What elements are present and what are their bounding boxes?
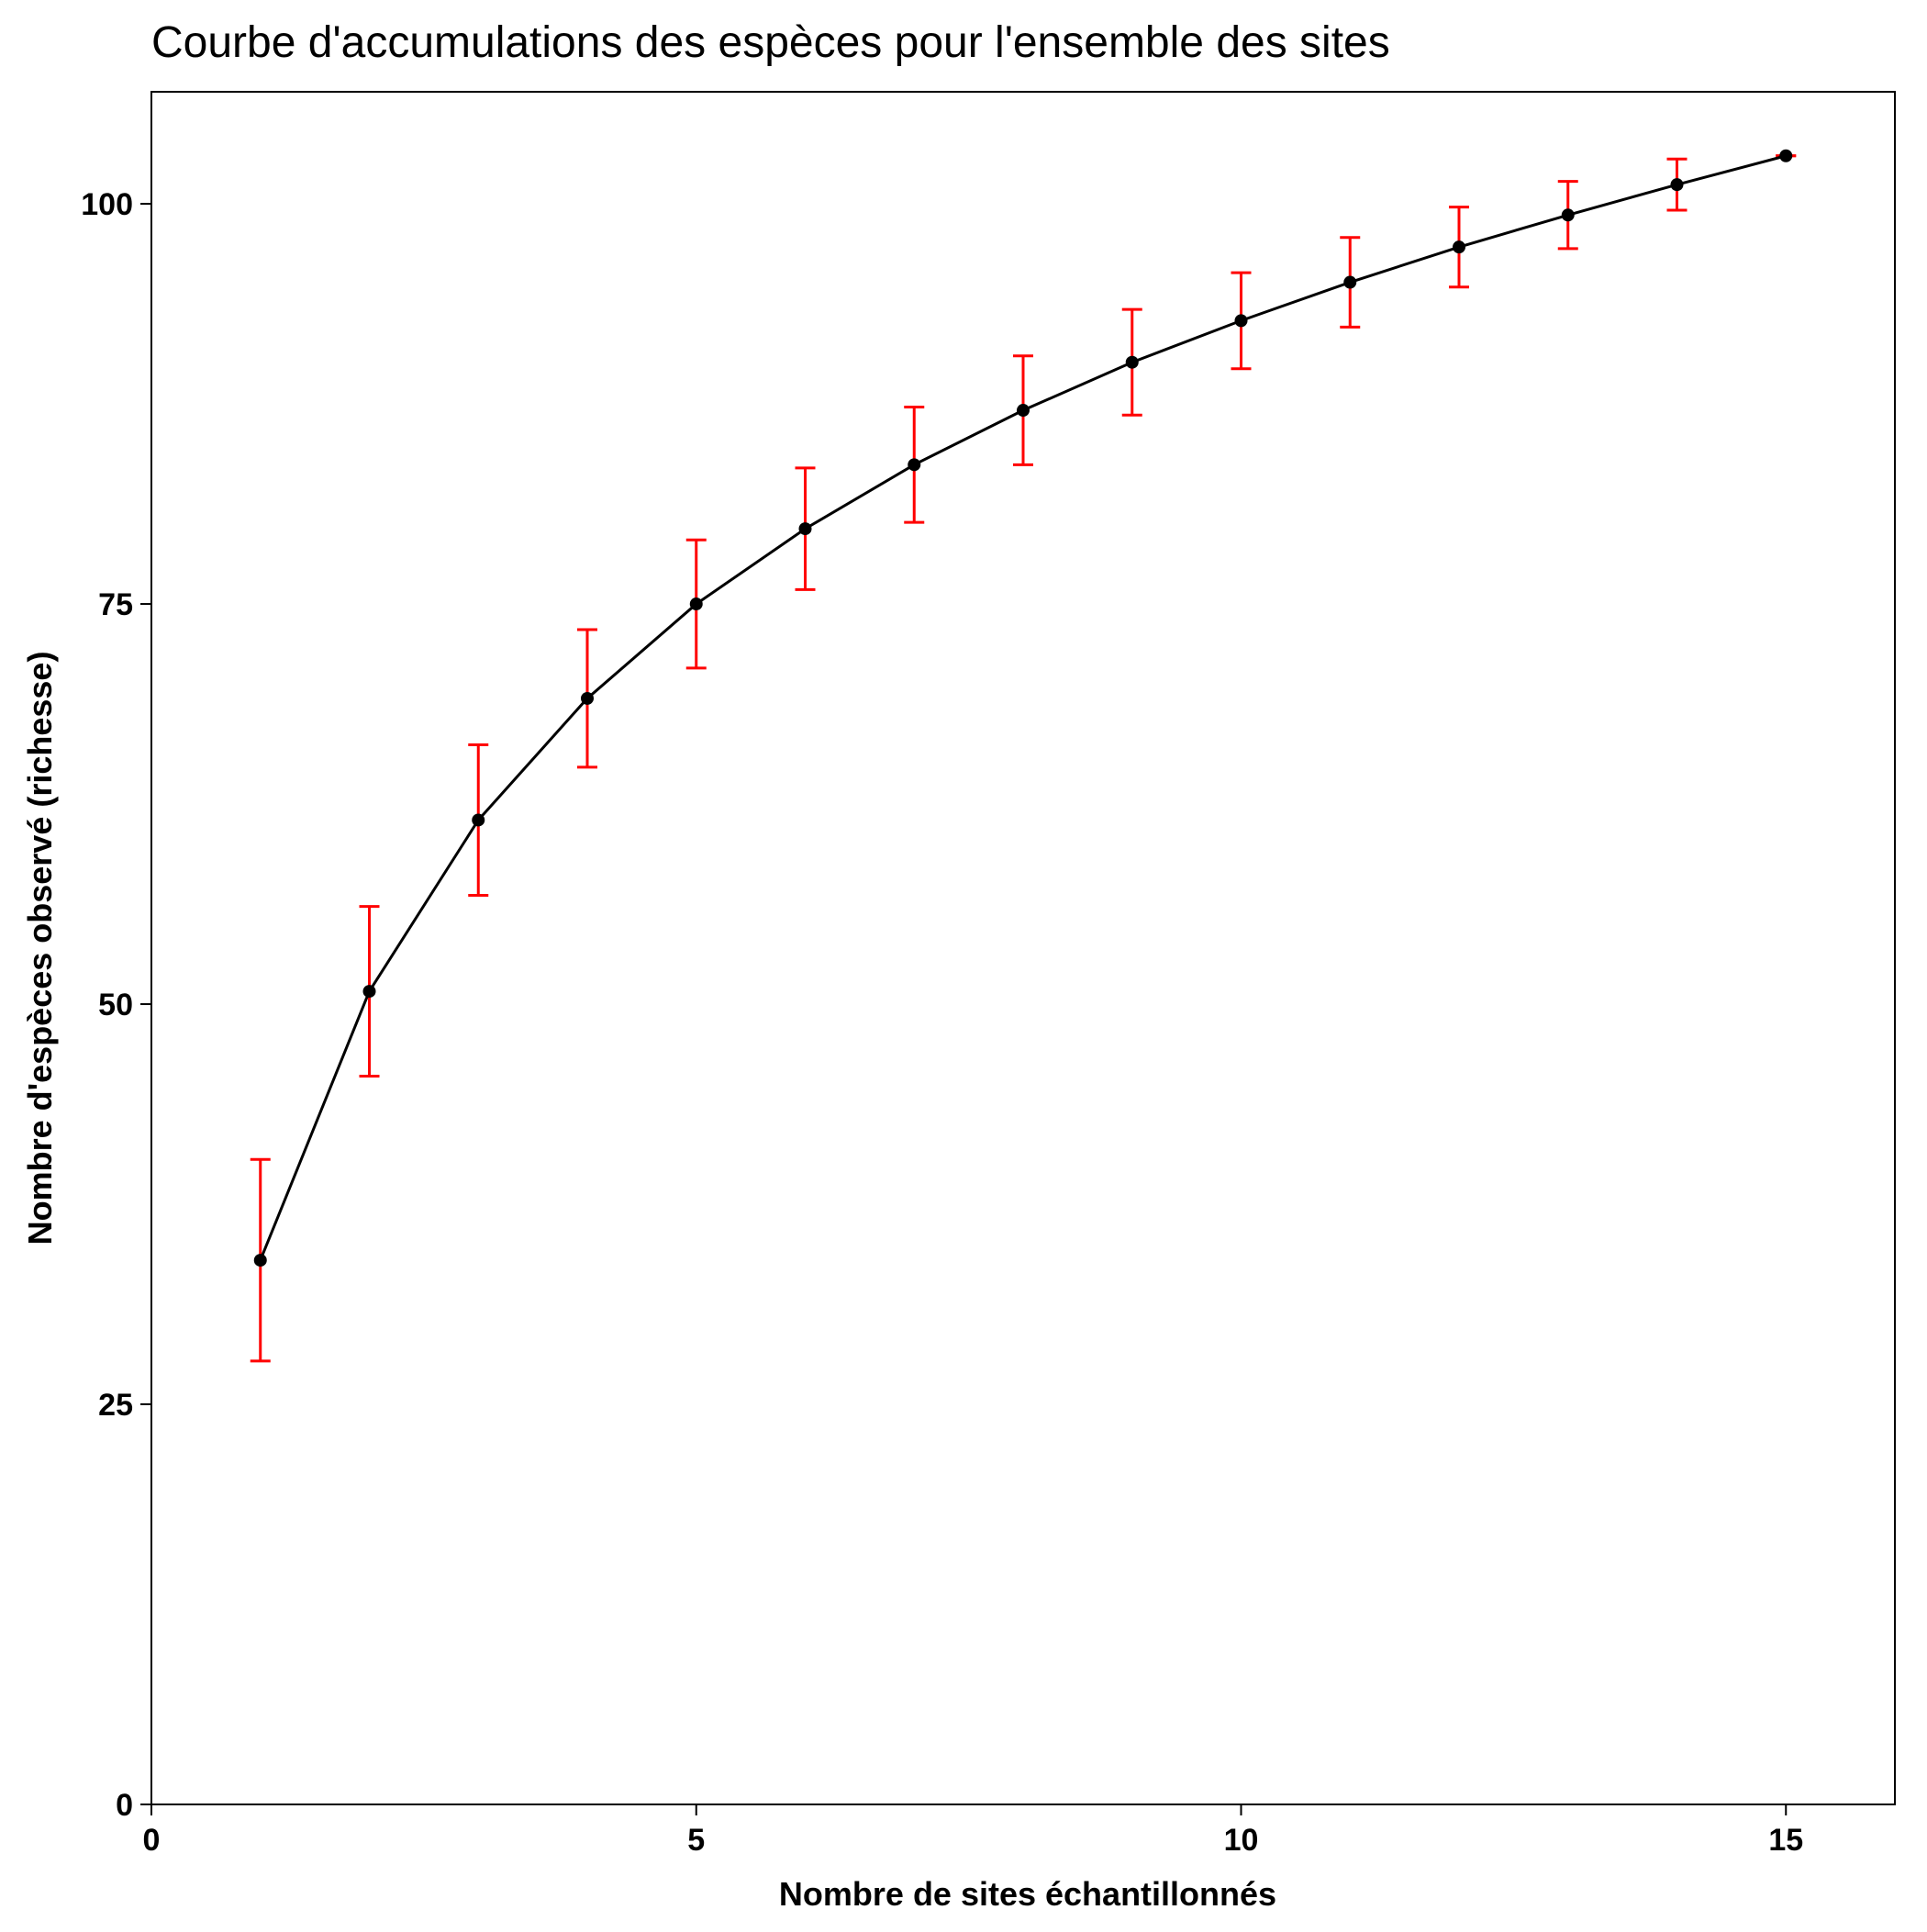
data-point [1779, 149, 1793, 162]
data-point [1343, 275, 1357, 289]
data-point [1670, 178, 1684, 192]
error-bars [250, 154, 1797, 1363]
y-tick-label: 100 [81, 187, 133, 222]
y-axis: 0 25 50 75 100 [81, 187, 151, 1823]
series-line [259, 154, 1787, 1261]
data-point [1017, 404, 1030, 418]
y-axis-title: Nombre d'espèces observé (richesse) [21, 652, 59, 1245]
data-point [581, 691, 594, 705]
x-tick-label: 5 [687, 1823, 705, 1858]
series-line-group [259, 154, 1787, 1261]
x-tick-label: 15 [1768, 1823, 1803, 1858]
y-tick-label: 50 [98, 988, 133, 1022]
data-point [1561, 208, 1575, 222]
data-points [253, 149, 1793, 1268]
x-tick-label: 0 [143, 1823, 161, 1858]
x-tick-label: 10 [1224, 1823, 1259, 1858]
data-point [253, 1254, 267, 1268]
data-point [689, 597, 703, 611]
data-point [472, 813, 485, 827]
y-tick-label: 75 [98, 587, 133, 622]
y-tick-label: 0 [116, 1788, 133, 1823]
data-point [798, 522, 812, 536]
chart-title: Courbe d'accumulations des espèces pour … [151, 18, 1390, 67]
plot-frame [150, 91, 1896, 1805]
data-point [1125, 355, 1139, 369]
y-tick-label: 25 [98, 1388, 133, 1423]
data-point [1234, 314, 1248, 328]
x-axis: 0 5 10 15 [143, 1804, 1803, 1858]
x-axis-title: Nombre de sites échantillonnés [779, 1875, 1276, 1913]
data-point [362, 985, 376, 999]
data-point [1453, 240, 1465, 254]
data-point [908, 458, 921, 472]
